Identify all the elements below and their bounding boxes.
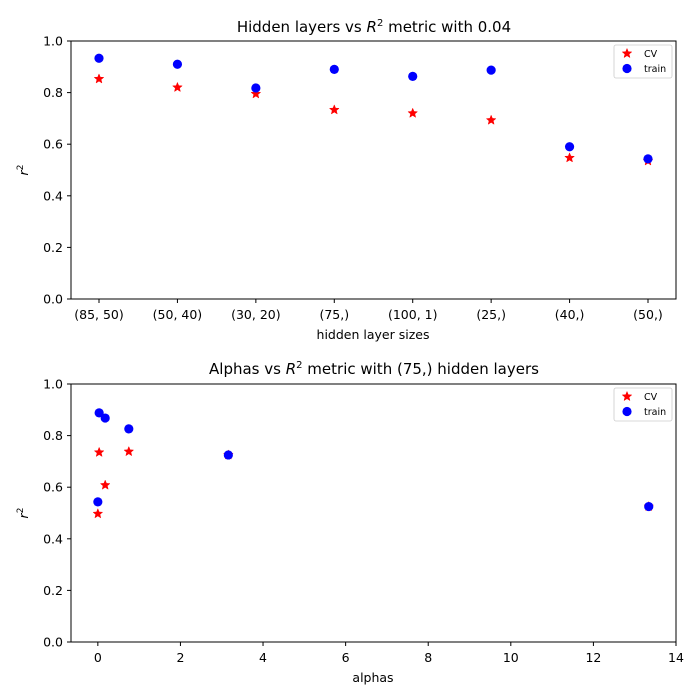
- train-point: [251, 83, 261, 93]
- x-axis-label: hidden layer sizes: [317, 327, 430, 342]
- y-tick-label: 0.8: [43, 428, 63, 443]
- cv-point: [250, 88, 262, 99]
- y-tick-label: 1.0: [43, 377, 63, 392]
- y-tick-label: 0.2: [43, 583, 63, 598]
- x-tick-label: 6: [342, 650, 350, 665]
- train-point: [124, 424, 134, 434]
- y-tick-label: 0.4: [43, 531, 63, 546]
- x-tick-label: (75,): [319, 307, 349, 322]
- legend-label-train: train: [644, 407, 666, 418]
- chart-title: Alphas vs R2 metric with (75,) hidden la…: [209, 360, 539, 378]
- cv-point: [93, 73, 105, 84]
- chart-title: Hidden layers vs R2 metric with 0.04: [237, 18, 511, 36]
- y-tick-label: 0.0: [43, 292, 63, 307]
- y-tick-label: 0.4: [43, 188, 63, 203]
- plot-frame: [70, 40, 677, 300]
- cv-point: [123, 445, 135, 457]
- train-point: [486, 65, 496, 75]
- train-point: [93, 497, 103, 507]
- cv-point: [485, 114, 497, 125]
- legend-label-cv: CV: [644, 392, 658, 403]
- y-tick-label: 0.0: [43, 635, 63, 650]
- cv-point: [407, 107, 419, 118]
- train-point: [172, 59, 183, 69]
- y-tick-label: 0.6: [43, 480, 63, 495]
- y-axis-label: r2: [16, 508, 31, 519]
- x-tick-label: 4: [259, 650, 267, 665]
- train-point: [408, 71, 418, 81]
- train-point: [100, 413, 110, 423]
- cv-point: [172, 81, 183, 93]
- x-tick-label: (25,): [476, 307, 506, 322]
- train-point: [223, 450, 233, 460]
- x-tick-label: 2: [176, 650, 184, 665]
- train-point: [564, 142, 575, 152]
- x-tick-label: (50, 40): [153, 307, 203, 322]
- cv-point: [93, 446, 105, 457]
- legend-marker-cv: [621, 47, 633, 59]
- x-tick-label: 0: [94, 650, 102, 665]
- y-tick-label: 0.8: [43, 85, 63, 100]
- legend: CV train: [613, 387, 673, 422]
- legend-marker-train: [622, 63, 632, 74]
- y-tick-label: 1.0: [43, 34, 63, 49]
- train-point: [329, 64, 339, 74]
- x-tick-label: (40,): [555, 307, 585, 322]
- x-tick-label: 8: [424, 650, 432, 665]
- legend-marker-train: [622, 406, 632, 417]
- train-point: [643, 154, 653, 164]
- cv-point: [92, 508, 104, 519]
- x-tick-label: (30, 20): [231, 307, 281, 322]
- legend: CV train: [613, 44, 673, 79]
- legend-label-cv: CV: [644, 49, 658, 60]
- y-tick-label: 0.2: [43, 240, 63, 255]
- train-point: [94, 53, 104, 63]
- y-tick-label: 0.6: [43, 137, 63, 152]
- x-axis-label: alphas: [352, 670, 393, 685]
- x-tick-label: (50,): [633, 307, 663, 322]
- train-point: [644, 501, 654, 512]
- legend-label-train: train: [644, 64, 666, 75]
- cv-point: [328, 104, 340, 115]
- cv-point: [99, 479, 111, 490]
- cv-point: [564, 152, 575, 163]
- panel-alphas: Alphas vs R2 metric with (75,) hidden la…: [16, 360, 684, 685]
- x-tick-label: (100, 1): [388, 307, 438, 322]
- x-tick-label: 12: [585, 650, 601, 665]
- x-tick-label: (85, 50): [74, 307, 124, 322]
- x-tick-label: 14: [668, 650, 684, 665]
- legend-marker-cv: [621, 390, 633, 402]
- x-tick-label: 10: [503, 650, 519, 665]
- train-point: [94, 408, 104, 418]
- plot-frame: [70, 383, 677, 643]
- y-axis-label: r2: [16, 165, 31, 176]
